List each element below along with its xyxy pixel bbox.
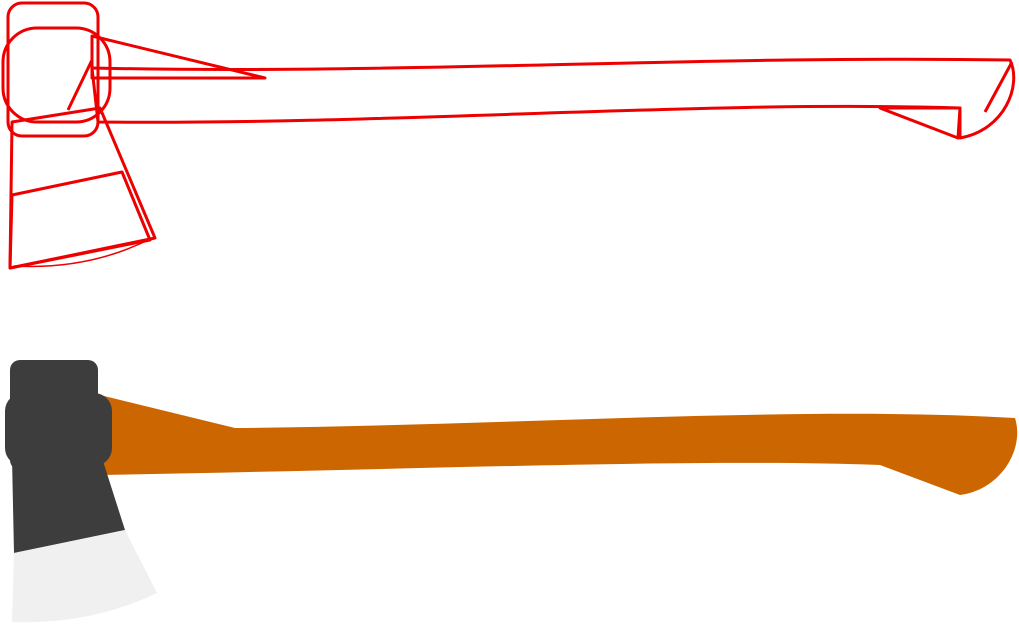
blade-edge	[12, 530, 157, 623]
head-collar-outline	[1, 26, 112, 124]
axe-filled	[5, 360, 1018, 623]
wedge-outline	[90, 34, 267, 80]
handle-edge	[983, 61, 1014, 113]
handle-outline	[90, 57, 1016, 140]
head-top-outline	[6, 1, 100, 138]
edge-curve	[13, 237, 153, 268]
head-collar	[5, 393, 112, 466]
butt-outline	[878, 106, 962, 140]
blade	[12, 458, 125, 553]
handle	[100, 395, 1018, 495]
axe-outline	[1, 1, 1016, 270]
wedge-line	[66, 59, 94, 111]
edge-outline	[8, 170, 152, 270]
